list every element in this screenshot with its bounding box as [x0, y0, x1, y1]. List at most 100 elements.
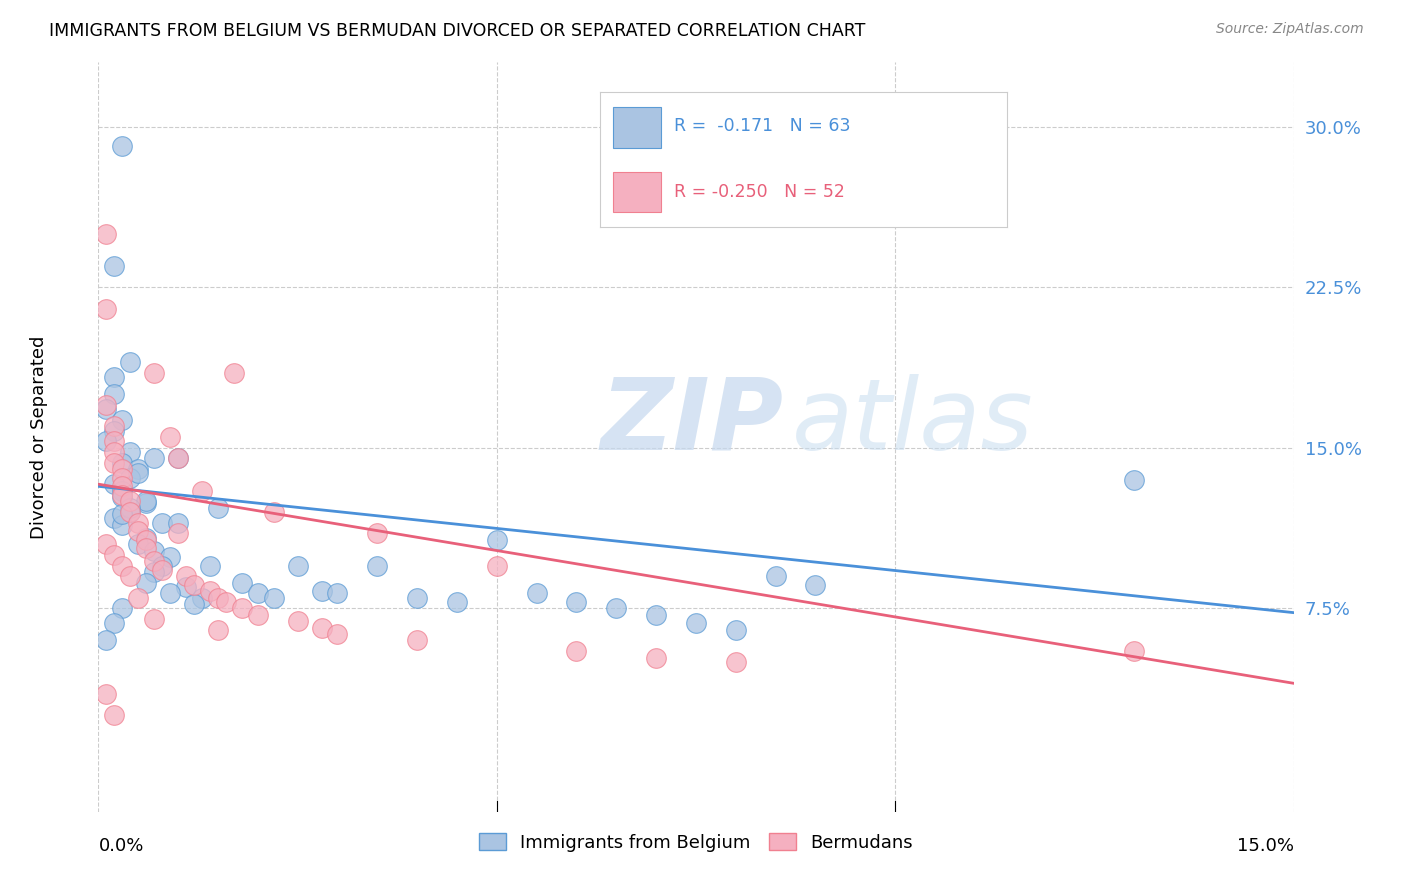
Point [159, 430, 181, 444]
Point [565, 595, 588, 609]
Point [103, 477, 125, 491]
Point [111, 479, 134, 493]
Point [127, 467, 149, 481]
Point [366, 526, 388, 541]
Point [120, 505, 142, 519]
Point [724, 655, 747, 669]
Point [263, 591, 285, 605]
Point [103, 370, 125, 384]
Point [605, 601, 627, 615]
Point [103, 259, 125, 273]
Point [127, 591, 149, 605]
Point [207, 623, 229, 637]
Point [287, 558, 309, 573]
Point [724, 623, 747, 637]
Point [103, 387, 125, 401]
Point [222, 366, 245, 380]
Point [150, 558, 173, 573]
Point [120, 500, 142, 515]
Point [1123, 473, 1146, 487]
Point [143, 565, 166, 579]
Point [198, 558, 221, 573]
Point [191, 591, 214, 605]
Point [183, 597, 205, 611]
Point [231, 575, 253, 590]
Point [103, 548, 125, 562]
Point [143, 612, 166, 626]
Point [120, 494, 142, 508]
Point [135, 494, 157, 508]
Point [143, 554, 166, 568]
Point [150, 516, 173, 530]
Point [565, 644, 588, 658]
Point [96, 301, 118, 316]
Point [246, 586, 269, 600]
Point [96, 633, 118, 648]
Point [446, 595, 468, 609]
Point [143, 366, 166, 380]
Point [143, 543, 166, 558]
Point [159, 586, 181, 600]
Point [96, 687, 118, 701]
Text: Source: ZipAtlas.com: Source: ZipAtlas.com [1216, 22, 1364, 37]
Point [366, 558, 388, 573]
Point [127, 462, 149, 476]
Point [326, 627, 349, 641]
Point [103, 456, 125, 470]
Point [111, 601, 134, 615]
Point [135, 575, 157, 590]
Point [167, 516, 190, 530]
Point [167, 451, 190, 466]
Point [183, 578, 205, 592]
Point [120, 355, 142, 369]
Point [120, 569, 142, 583]
Point [96, 434, 118, 449]
Point [485, 558, 508, 573]
Point [111, 507, 134, 521]
Legend: Immigrants from Belgium, Bermudans: Immigrants from Belgium, Bermudans [471, 826, 921, 859]
Point [287, 614, 309, 628]
Text: 0.0%: 0.0% [98, 838, 143, 855]
Point [111, 558, 134, 573]
Point [311, 584, 333, 599]
Point [215, 595, 238, 609]
Point [103, 419, 125, 434]
Point [804, 578, 827, 592]
Point [111, 471, 134, 485]
Point [406, 591, 429, 605]
Point [765, 569, 787, 583]
Point [645, 607, 668, 622]
Point [135, 533, 157, 547]
Point [120, 445, 142, 459]
Point [526, 586, 548, 600]
Point [127, 516, 149, 530]
Point [127, 524, 149, 539]
Text: Divorced or Separated: Divorced or Separated [30, 335, 48, 539]
Point [103, 434, 125, 449]
Point [111, 413, 134, 427]
Text: 15.0%: 15.0% [1236, 838, 1294, 855]
Point [485, 533, 508, 547]
Point [135, 541, 157, 556]
Point [120, 505, 142, 519]
Point [207, 591, 229, 605]
Point [111, 517, 134, 532]
Point [127, 537, 149, 551]
Point [685, 616, 707, 631]
Point [111, 488, 134, 502]
Point [246, 607, 269, 622]
Point [103, 708, 125, 723]
Point [191, 483, 214, 498]
Point [167, 526, 190, 541]
Point [311, 621, 333, 635]
Point [326, 586, 349, 600]
Text: ZIP: ZIP [600, 374, 783, 471]
Point [96, 227, 118, 241]
Point [111, 462, 134, 476]
Point [174, 569, 197, 583]
Text: IMMIGRANTS FROM BELGIUM VS BERMUDAN DIVORCED OR SEPARATED CORRELATION CHART: IMMIGRANTS FROM BELGIUM VS BERMUDAN DIVO… [49, 22, 866, 40]
Point [103, 445, 125, 459]
Point [645, 650, 668, 665]
Point [143, 451, 166, 466]
Point [111, 456, 134, 470]
